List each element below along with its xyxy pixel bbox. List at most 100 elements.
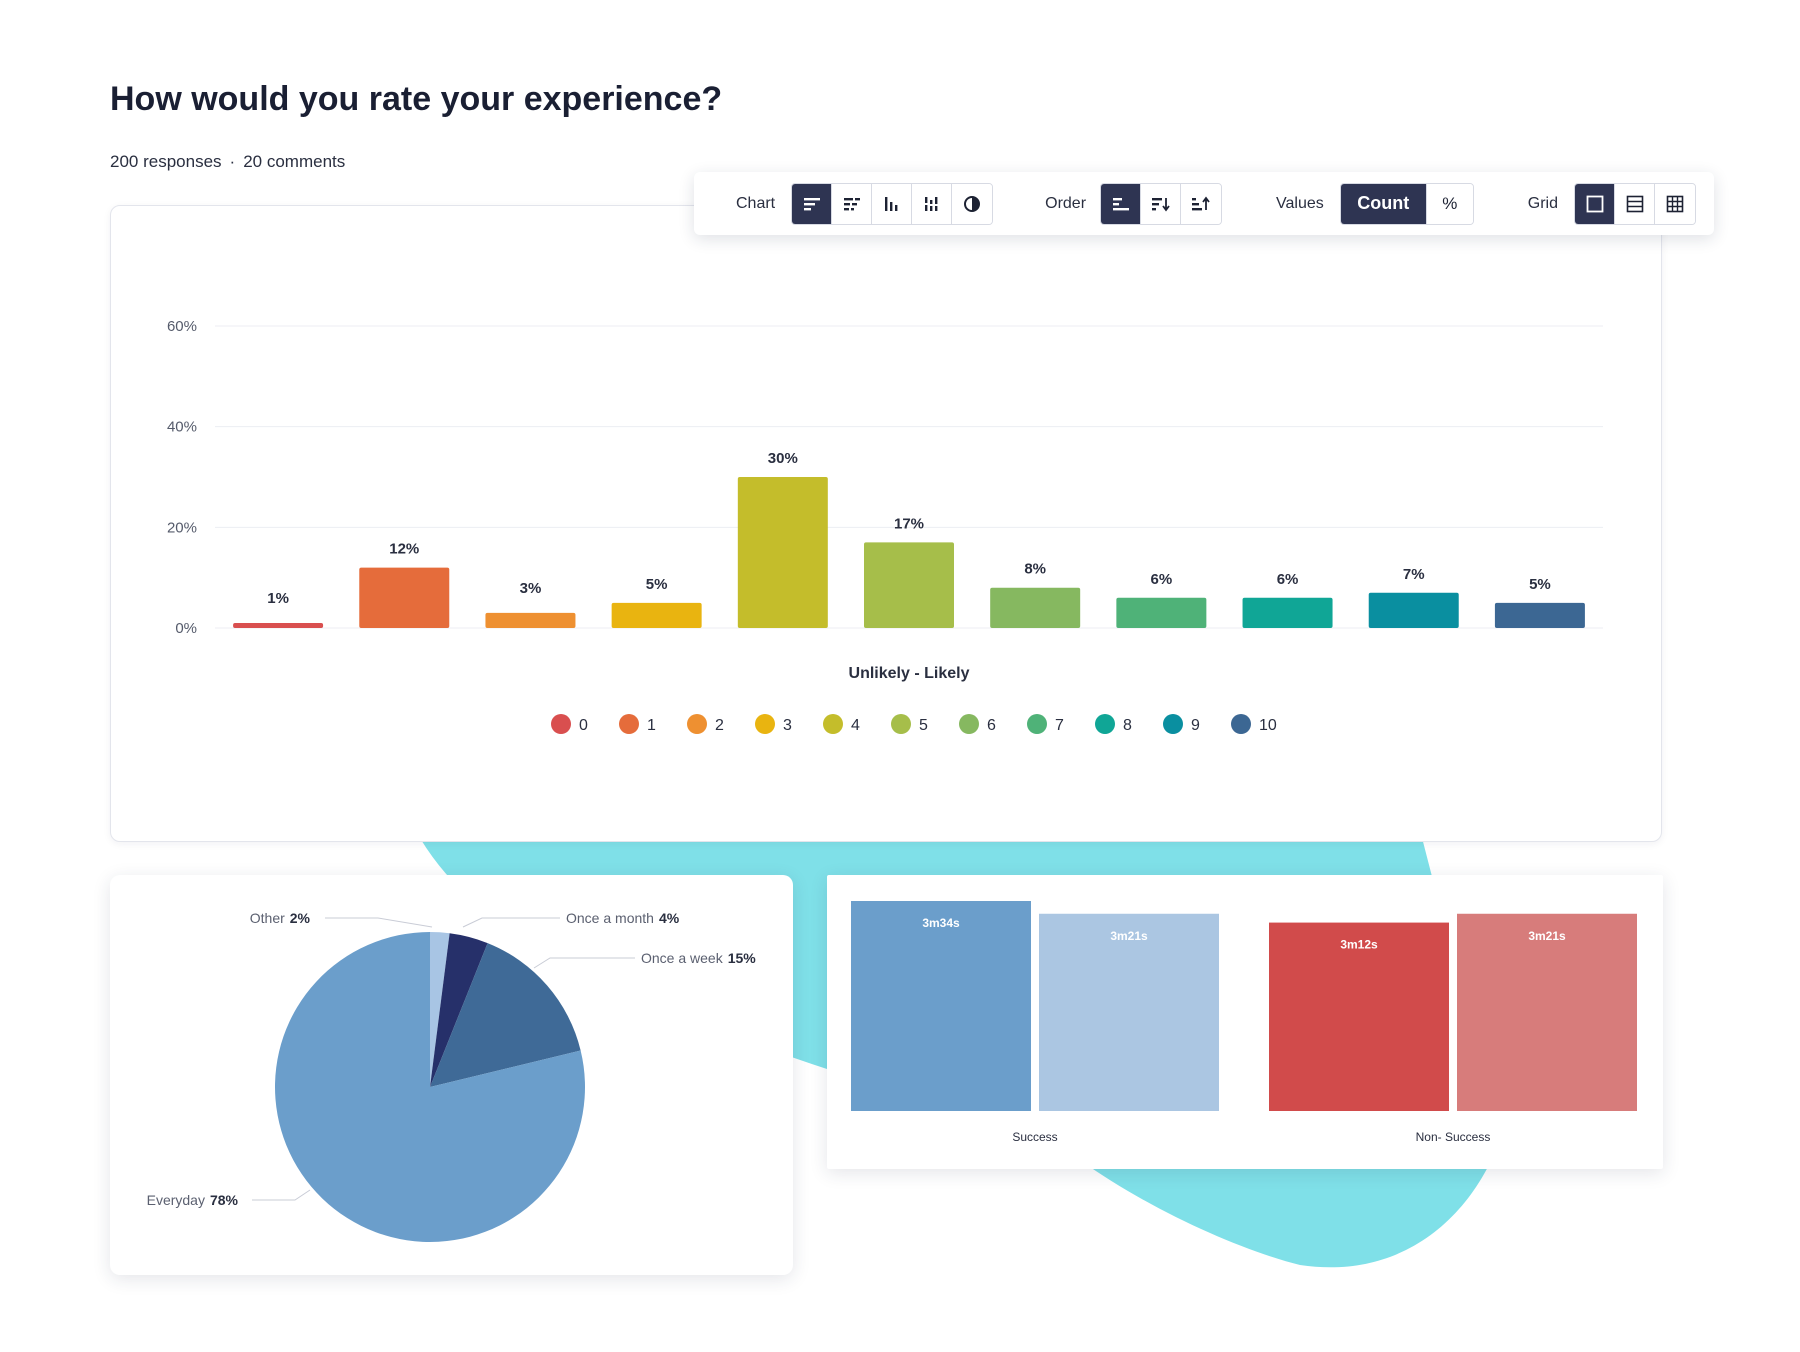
grid-single-icon: [1586, 195, 1603, 212]
duration-bar-label: 3m34s: [922, 916, 960, 930]
bar-6: [990, 587, 1081, 628]
bar-4: [737, 477, 828, 628]
bar-value-label: 17%: [894, 515, 924, 532]
bar-stacked-horizontal-button[interactable]: [832, 183, 873, 224]
legend-swatch-2: [687, 714, 707, 734]
sort-descending-icon: [1151, 197, 1170, 211]
legend-label: 4: [851, 717, 860, 734]
pie-slice-once-a-week: [430, 943, 581, 1087]
duration-bar-label: 3m12s: [1340, 938, 1378, 952]
values-group: Count %: [1339, 182, 1474, 225]
legend-swatch-0: [551, 714, 571, 734]
bar-2: [485, 612, 576, 628]
legend-label: 10: [1259, 717, 1277, 734]
pie-slice-once-a-month: [430, 933, 488, 1087]
rating-bar-chart: 0% 20% 40% 60% 1% 12% 3% 5% 30% 17% 8% 6% 6% 7% 5% Unli…: [167, 318, 1603, 734]
bar-value-label: 5%: [646, 576, 668, 593]
bar-9: [1368, 592, 1459, 628]
legend-swatch-9: [1163, 714, 1183, 734]
legend-label: 2: [715, 717, 724, 734]
bar-value-label: 8%: [1024, 561, 1046, 578]
pie-leader-line: [533, 957, 635, 969]
bar-value-label: 7%: [1403, 566, 1425, 583]
grid-rows-icon: [1626, 195, 1643, 212]
sort-descending-button[interactable]: [1141, 183, 1182, 224]
rating-chart-card: 0% 20% 40% 60% 1% 12% 3% 5% 30% 17% 8% 6% 6% 7% 5% Unli…: [110, 205, 1662, 842]
values-label: Values: [1276, 194, 1324, 212]
bar-stacked-vertical-button[interactable]: [912, 183, 953, 224]
duration-bar-card: 3m34s 3m21s Success 3m12s 3m21s Non- Success: [827, 875, 1663, 1169]
pie-label-name: Other: [250, 910, 285, 926]
duration-bar-label: 3m21s: [1110, 929, 1148, 943]
bar-value-label: 30%: [768, 450, 798, 467]
bar-value-label: 1%: [267, 590, 289, 607]
pie-leader-line: [325, 917, 433, 928]
bar-horizontal-button[interactable]: [792, 183, 833, 224]
duration-bar: [851, 901, 1031, 1111]
pie-label-name: Everyday: [147, 1192, 205, 1208]
legend-swatch-7: [1027, 714, 1047, 734]
bar-7: [1116, 597, 1207, 628]
separator-dot: ·: [229, 152, 236, 171]
pie-label: Other 2%: [250, 910, 311, 926]
order-group: [1100, 182, 1223, 225]
y-tick-label: 20%: [167, 519, 197, 536]
y-tick-label: 40%: [167, 419, 197, 436]
grid-single-button[interactable]: [1575, 183, 1615, 224]
sort-ascending-button[interactable]: [1181, 183, 1222, 224]
responses-count: 200 responses: [110, 152, 222, 171]
response-summary: 200 responses · 20 comments: [110, 152, 345, 172]
count-button[interactable]: Count: [1340, 183, 1427, 224]
legend-swatch-8: [1095, 714, 1115, 734]
bar-8: [1242, 597, 1333, 628]
legend-label: 0: [579, 717, 588, 734]
duration-bar: [1457, 913, 1637, 1111]
legend-swatch-3: [755, 714, 775, 734]
bar-stacked-horizontal-icon: [843, 197, 860, 210]
bar-vertical-button[interactable]: [872, 183, 913, 224]
pie-slice-other: [430, 932, 450, 1087]
percent-button[interactable]: %: [1426, 183, 1473, 224]
grid-table-icon: [1666, 195, 1684, 212]
legend-label: 1: [647, 717, 656, 734]
legend-label: 9: [1191, 717, 1200, 734]
grid-label: Grid: [1527, 194, 1558, 212]
legend-label: 5: [919, 717, 928, 734]
order-label: Order: [1045, 194, 1087, 212]
bar-1: [359, 567, 450, 628]
pie-label-value: 15%: [728, 950, 757, 966]
sort-ascending-icon: [1192, 196, 1210, 210]
chart-type-label: Chart: [736, 194, 776, 212]
chart-type-group: [791, 182, 994, 225]
grid-table-button[interactable]: [1655, 183, 1695, 224]
bar-stacked-vertical-icon: [924, 196, 938, 211]
bar-value-label: 6%: [1277, 571, 1299, 588]
group-label: Success: [1012, 1130, 1057, 1144]
pie-label-value: 2%: [290, 910, 311, 926]
bar-value-label: 3%: [520, 580, 542, 597]
frequency-pie-card: Everyday 78% Other 2% Once a month 4% Once a w…: [110, 875, 793, 1275]
legend-label: 3: [783, 717, 792, 734]
legend-label: 6: [987, 717, 996, 734]
pie-label: Once a month 4%: [566, 910, 680, 926]
bar-5: [864, 542, 954, 628]
pie-leader-line: [252, 1189, 311, 1201]
pie-slice-everyday: [274, 932, 585, 1242]
y-tick-label: 60%: [167, 318, 197, 335]
order-default-button[interactable]: [1101, 183, 1142, 224]
bar-horizontal-icon: [803, 197, 820, 210]
page-title: How would you rate your experience?: [110, 80, 723, 118]
duration-bar-label: 3m21s: [1528, 929, 1566, 943]
pie-label-value: 78%: [210, 1192, 239, 1208]
bar-10: [1494, 602, 1585, 628]
legend-swatch-1: [619, 714, 639, 734]
legend-label: 7: [1055, 717, 1064, 734]
pie-chart-button[interactable]: [952, 183, 993, 224]
duration-bar: [1039, 913, 1219, 1111]
bar-value-label: 6%: [1151, 571, 1173, 588]
legend-swatch-5: [891, 714, 911, 734]
y-tick-label: 0%: [175, 620, 197, 637]
grid-rows-button[interactable]: [1615, 183, 1655, 224]
bar-0: [233, 622, 324, 628]
pie-label: Everyday 78%: [147, 1192, 239, 1208]
